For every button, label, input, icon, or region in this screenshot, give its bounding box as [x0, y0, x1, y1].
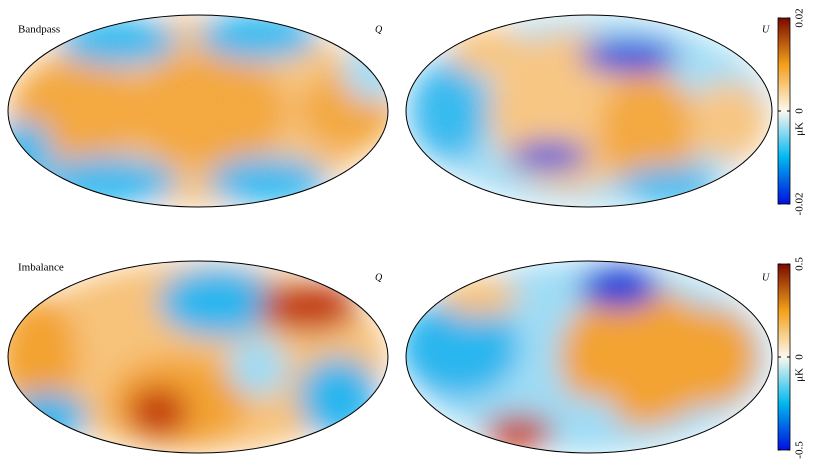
map-region — [579, 265, 659, 309]
map-outline — [405, 14, 773, 208]
sky-map — [406, 261, 772, 453]
map-blobs — [406, 261, 772, 453]
stokes-label: U — [762, 24, 770, 35]
map-region — [406, 297, 519, 397]
stokes-label: Q — [375, 24, 383, 35]
row-label: Bandpass — [18, 24, 60, 36]
map-outline — [7, 14, 389, 208]
map-region — [8, 392, 88, 442]
map-outline — [7, 260, 389, 454]
map-region — [258, 282, 358, 332]
map-region — [128, 387, 188, 437]
map-noise — [8, 15, 388, 207]
map-region — [298, 357, 378, 437]
map-region — [158, 267, 278, 337]
map-region — [228, 337, 288, 397]
sky-map — [406, 15, 772, 207]
colorbar-unit: μK — [794, 368, 806, 382]
map-region — [559, 397, 619, 437]
colorbar-tick-label: 0 — [794, 108, 806, 114]
row-label: Imbalance — [18, 262, 64, 274]
colorbar-tick-label: -0.5 — [794, 441, 806, 459]
sky-map — [8, 261, 388, 453]
map-region — [439, 277, 519, 317]
map-region — [484, 414, 554, 450]
map-blobs — [8, 261, 388, 453]
colorbar-unit: μK — [794, 122, 806, 136]
colorbar-tick-label: 0.02 — [794, 8, 806, 27]
map-region — [659, 307, 759, 407]
colorbar-tick-label: -0.02 — [794, 193, 806, 216]
stokes-label: U — [762, 272, 770, 283]
colorbar-tick-label: 0 — [794, 354, 806, 360]
map-noise — [406, 15, 772, 207]
map-outline — [405, 260, 773, 454]
stokes-label: Q — [375, 272, 383, 283]
colorbar-tick-label: 0.5 — [794, 257, 806, 271]
